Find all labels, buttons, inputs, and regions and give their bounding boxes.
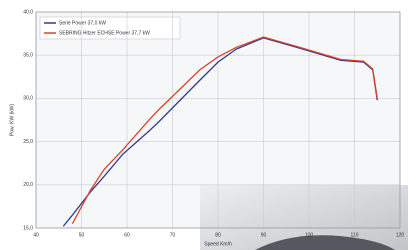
x-tick-label: 90 (261, 232, 267, 238)
x-tick-label: 60 (124, 232, 130, 238)
x-tick-label: 40 (33, 232, 39, 238)
x-tick-label: 100 (305, 232, 314, 238)
y-tick-label: 35,0 (23, 53, 33, 59)
x-tick-label: 80 (215, 232, 221, 238)
legend-label: Serie Power 37,0 kW (59, 20, 106, 26)
x-tick-label: 50 (79, 232, 85, 238)
legend-label: SEBRING Hitzer ECHSE Power 37,7 kW (59, 30, 150, 36)
y-tick-label: 40,0 (23, 9, 33, 15)
x-tick-label: 70 (170, 232, 176, 238)
page: {"chart_data": {"type": "line", "y_label… (0, 0, 408, 250)
chart: Pow. KW (kW) Speed Km/h Serie Power 37,0… (0, 0, 408, 250)
x-tick-label: 120 (396, 232, 405, 238)
y-tick-label: 25,0 (23, 139, 33, 145)
legend: Serie Power 37,0 kW SEBRING Hitzer ECHSE … (40, 17, 180, 39)
x-tick-label: 110 (351, 232, 359, 238)
x-axis-label: Speed Km/h (204, 241, 232, 247)
y-axis-label: Pow. KW (kW) (9, 104, 15, 137)
y-tick-label: 15,0 (23, 225, 33, 231)
y-tick-label: 20,0 (23, 182, 33, 188)
y-tick-label: 30,0 (23, 96, 33, 102)
